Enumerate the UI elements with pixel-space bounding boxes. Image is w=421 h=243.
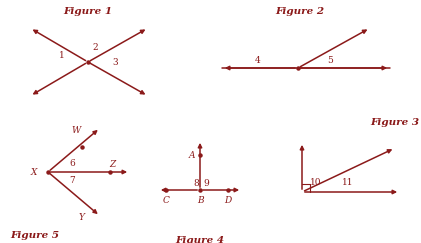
Text: Y: Y: [79, 212, 85, 222]
Text: 11: 11: [342, 177, 354, 186]
Text: 3: 3: [112, 58, 118, 67]
Text: A: A: [189, 150, 195, 159]
Text: Figure 5: Figure 5: [10, 231, 59, 240]
Text: W: W: [72, 125, 81, 134]
Text: 10: 10: [310, 177, 322, 186]
Text: 2: 2: [92, 43, 98, 52]
Text: D: D: [224, 196, 232, 205]
Text: 6: 6: [69, 158, 75, 167]
Text: Figure 2: Figure 2: [275, 8, 325, 17]
Text: Figure 1: Figure 1: [64, 8, 112, 17]
Text: 1: 1: [59, 51, 65, 60]
Text: C: C: [163, 196, 169, 205]
Text: 4: 4: [255, 55, 261, 64]
Text: Figure 3: Figure 3: [370, 118, 419, 127]
Text: Figure 4: Figure 4: [176, 235, 224, 243]
Text: X: X: [31, 167, 37, 176]
Text: B: B: [197, 196, 203, 205]
Text: 5: 5: [327, 55, 333, 64]
Text: 9: 9: [203, 179, 209, 188]
Text: 8: 8: [193, 179, 199, 188]
Text: 7: 7: [69, 175, 75, 184]
Text: Z: Z: [109, 159, 115, 168]
